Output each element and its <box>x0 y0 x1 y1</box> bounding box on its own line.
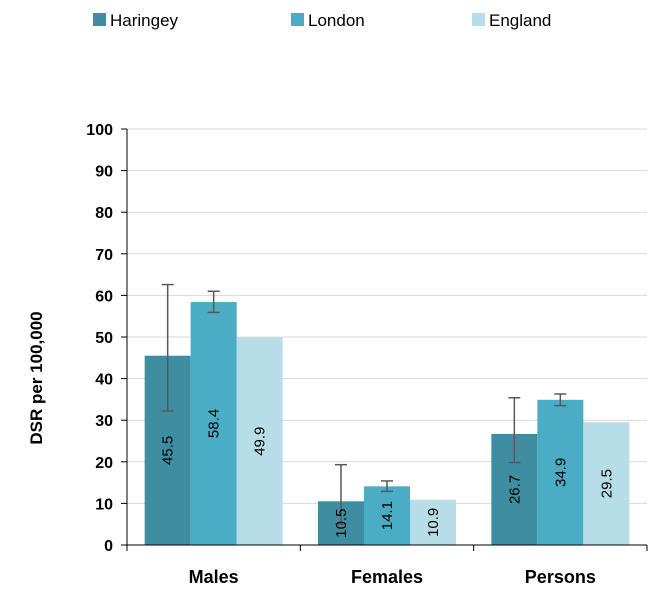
legend-swatch-london <box>291 13 304 26</box>
data-label-haringey-males: 45.5 <box>160 436 177 465</box>
y-axis-label: DSR per 100,000 <box>27 311 46 444</box>
y-tick-label-100: 100 <box>86 122 113 139</box>
y-tick-label-50: 50 <box>95 330 113 347</box>
data-label-england-persons: 29.5 <box>598 469 615 498</box>
bar-london-persons <box>537 399 584 545</box>
y-tick-label-70: 70 <box>95 247 113 264</box>
data-label-haringey-persons: 26.7 <box>506 475 523 504</box>
legend: Haringey London England <box>93 11 551 30</box>
axes <box>121 128 648 551</box>
data-labels: 45.5 58.4 49.9 10.5 14.1 10.9 26.7 34.9 29.5 <box>160 409 616 538</box>
legend-label-england: England <box>489 11 551 30</box>
y-tick-label-40: 40 <box>95 372 113 389</box>
y-tick-label-60: 60 <box>95 288 113 305</box>
legend-swatch-england <box>472 13 485 26</box>
y-tick-label-20: 20 <box>95 455 113 472</box>
bar-england-persons <box>583 422 630 545</box>
y-tick-label-90: 90 <box>95 164 113 181</box>
x-tick-label-persons: Persons <box>525 567 596 587</box>
y-tick-label-0: 0 <box>104 538 113 555</box>
bar-london-males <box>190 302 237 545</box>
y-tick-label-10: 10 <box>95 496 113 513</box>
bar-london-females <box>364 486 410 545</box>
x-tick-label-females: Females <box>351 567 423 587</box>
data-label-haringey-females: 10.5 <box>333 509 350 538</box>
x-tick-labels: Males Females Persons <box>189 567 596 587</box>
x-tick-label-males: Males <box>189 567 239 587</box>
y-tick-label-80: 80 <box>95 205 113 222</box>
y-tick-labels: 0 10 20 30 40 50 60 70 80 90 100 <box>86 122 113 555</box>
data-label-london-females: 14.1 <box>379 501 396 530</box>
legend-label-haringey: Haringey <box>110 11 179 30</box>
legend-label-london: London <box>308 11 365 30</box>
data-label-london-males: 58.4 <box>206 409 223 438</box>
y-tick-label-30: 30 <box>95 413 113 430</box>
data-label-london-persons: 34.9 <box>552 458 569 487</box>
legend-swatch-haringey <box>93 13 106 26</box>
error-bars <box>161 283 567 525</box>
bar-england-females <box>410 499 456 545</box>
bar-england-males <box>236 337 283 545</box>
data-label-england-males: 49.9 <box>252 427 269 456</box>
data-label-england-females: 10.9 <box>425 508 442 537</box>
